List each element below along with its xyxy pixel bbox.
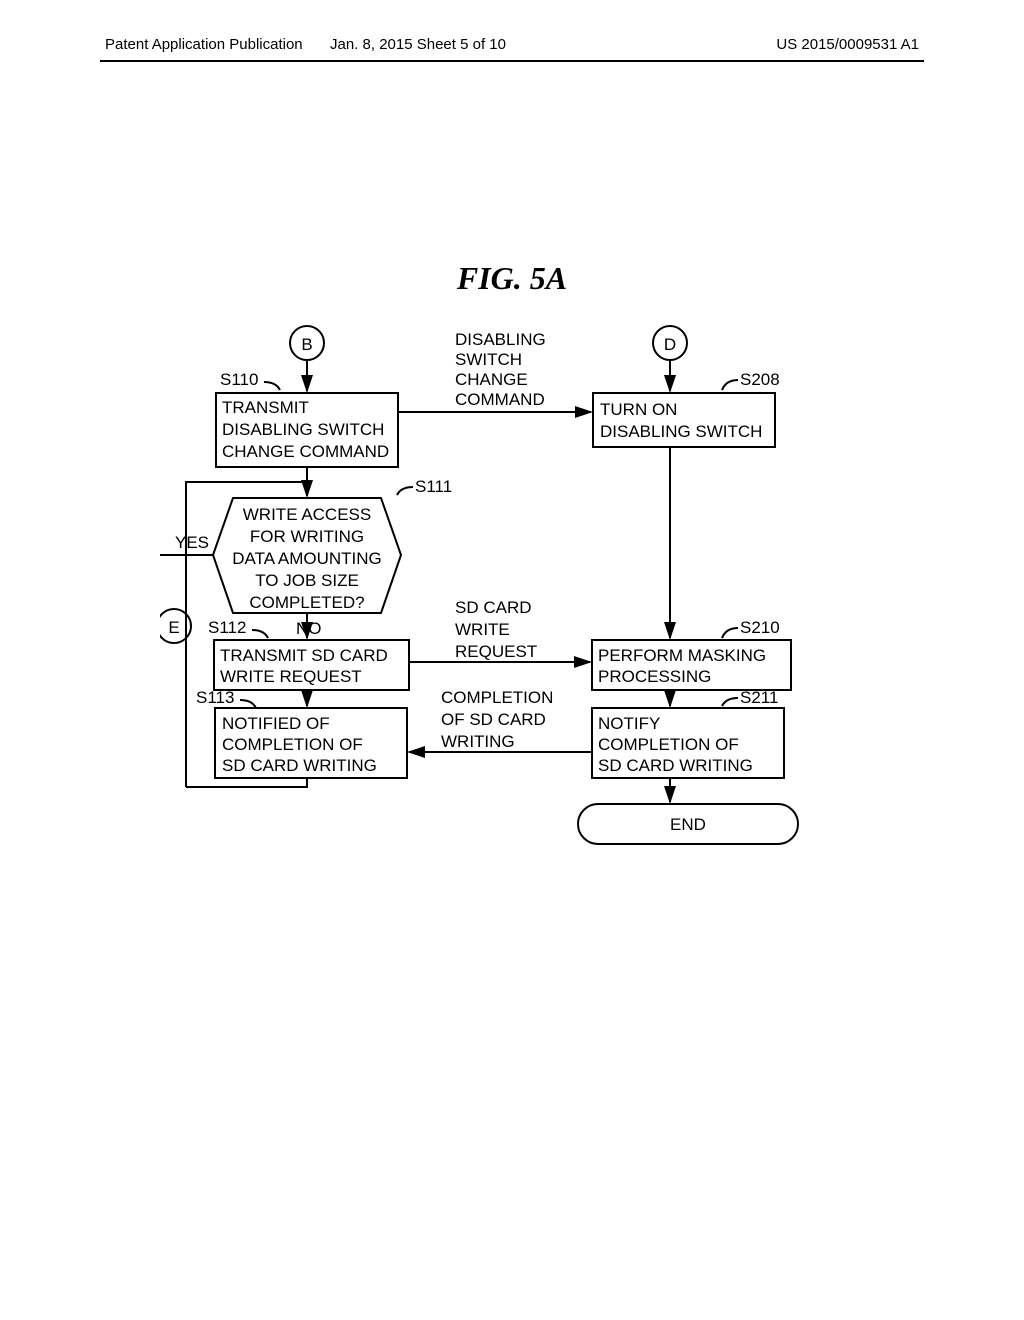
svg-text:S210: S210 [740,618,780,637]
msg-disabling-switch: DISABLING SWITCH CHANGE COMMAND [455,330,546,409]
svg-text:COMMAND: COMMAND [455,390,545,409]
svg-text:FOR WRITING: FOR WRITING [250,527,364,546]
step-label-s110: S110 [220,370,280,390]
svg-text:COMPLETION OF: COMPLETION OF [598,735,739,754]
svg-text:CHANGE: CHANGE [455,370,528,389]
msg-completion: COMPLETION OF SD CARD WRITING [441,688,553,751]
label-no: NO [296,619,322,638]
svg-text:WRITE ACCESS: WRITE ACCESS [243,505,371,524]
svg-text:DATA AMOUNTING: DATA AMOUNTING [232,549,382,568]
svg-text:S113: S113 [196,688,234,707]
node-s208: TURN ON DISABLING SWITCH [593,393,775,447]
svg-text:OF SD CARD: OF SD CARD [441,710,546,729]
node-s112: TRANSMIT SD CARD WRITE REQUEST [214,640,409,690]
node-s210: PERFORM MASKING PROCESSING [592,640,791,690]
svg-text:TRANSMIT: TRANSMIT [222,398,309,417]
msg-write-request: SD CARD WRITE REQUEST [455,598,537,661]
node-end: END [578,804,798,844]
header-center: Jan. 8, 2015 Sheet 5 of 10 [330,36,506,53]
connector-d: D [653,326,687,360]
step-label-s111: S111 [397,477,452,496]
svg-text:TRANSMIT SD CARD: TRANSMIT SD CARD [220,646,388,665]
svg-text:WRITING: WRITING [441,732,515,751]
svg-text:CHANGE COMMAND: CHANGE COMMAND [222,442,389,461]
step-label-s210: S210 [722,618,780,638]
svg-text:E: E [168,618,179,637]
svg-text:DISABLING SWITCH: DISABLING SWITCH [600,422,762,441]
edge-s113-loop [186,778,307,787]
svg-text:DISABLING: DISABLING [455,330,546,349]
svg-text:SWITCH: SWITCH [455,350,522,369]
label-yes: YES [175,533,209,552]
header-left: Patent Application Publication [105,36,303,53]
svg-text:TURN ON: TURN ON [600,400,677,419]
svg-text:TO JOB SIZE: TO JOB SIZE [255,571,359,590]
node-s111: WRITE ACCESS FOR WRITING DATA AMOUNTING … [213,498,401,613]
header-right: US 2015/0009531 A1 [776,36,919,53]
svg-text:S211: S211 [740,688,778,707]
flowchart: B D E TRANSMIT DISABLING SWITCH CHANGE C… [160,320,880,890]
node-s211: NOTIFY COMPLETION OF SD CARD WRITING [592,708,784,778]
connector-b: B [290,326,324,360]
node-s113: NOTIFIED OF COMPLETION OF SD CARD WRITIN… [215,708,407,778]
svg-text:S111: S111 [415,477,452,496]
svg-text:S110: S110 [220,370,258,389]
header-rule [100,60,924,62]
svg-text:SD CARD WRITING: SD CARD WRITING [222,756,377,775]
svg-text:END: END [670,815,706,834]
svg-text:SD CARD WRITING: SD CARD WRITING [598,756,753,775]
step-label-s208: S208 [722,370,780,390]
svg-text:SD CARD: SD CARD [455,598,532,617]
svg-text:PROCESSING: PROCESSING [598,667,711,686]
svg-text:S112: S112 [208,618,246,637]
svg-text:D: D [664,335,676,354]
svg-text:NOTIFIED OF: NOTIFIED OF [222,714,330,733]
svg-text:WRITE: WRITE [455,620,510,639]
svg-text:B: B [301,335,312,354]
svg-text:COMPLETED?: COMPLETED? [249,593,364,612]
svg-text:WRITE REQUEST: WRITE REQUEST [220,667,362,686]
svg-text:COMPLETION: COMPLETION [441,688,553,707]
svg-text:DISABLING SWITCH: DISABLING SWITCH [222,420,384,439]
svg-text:S208: S208 [740,370,780,389]
svg-text:REQUEST: REQUEST [455,642,537,661]
svg-text:COMPLETION OF: COMPLETION OF [222,735,363,754]
page: Patent Application Publication Jan. 8, 2… [0,0,1024,1320]
svg-text:PERFORM MASKING: PERFORM MASKING [598,646,766,665]
svg-text:NOTIFY: NOTIFY [598,714,660,733]
step-label-s112: S112 [208,618,268,638]
figure-title: FIG. 5A [0,260,1024,297]
node-s110: TRANSMIT DISABLING SWITCH CHANGE COMMAND [216,393,398,467]
